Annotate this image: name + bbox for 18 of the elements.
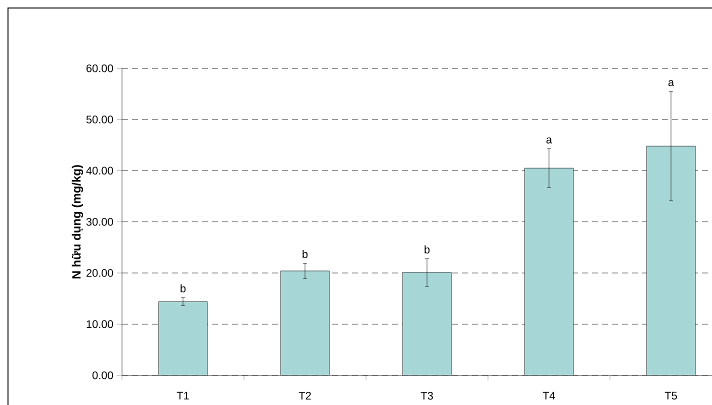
y-axis-title: N hữu dụng (mg/kg) [72,165,84,278]
annotation: b [424,245,430,254]
y-tick-label: 0.00 [92,371,114,380]
y-tick-label: 50.00 [86,116,114,124]
y-tick-label: 40.00 [86,166,114,175]
annotation: b [180,284,186,292]
x-tick-label: T5 [664,392,677,400]
annotation: a [668,80,674,86]
y-tick-label: 60.00 [86,64,114,72]
annotation: b [302,250,308,258]
x-tick-label: T2 [298,392,311,400]
x-tick-label: T4 [542,392,556,400]
annotation: a [546,137,552,144]
y-tick-label: 10.00 [86,320,114,328]
x-tick-label: T1 [176,392,189,400]
x-tick-label: T3 [420,392,433,400]
y-tick-label: 30.00 [86,218,114,226]
y-tick-label: 20.00 [86,269,114,277]
